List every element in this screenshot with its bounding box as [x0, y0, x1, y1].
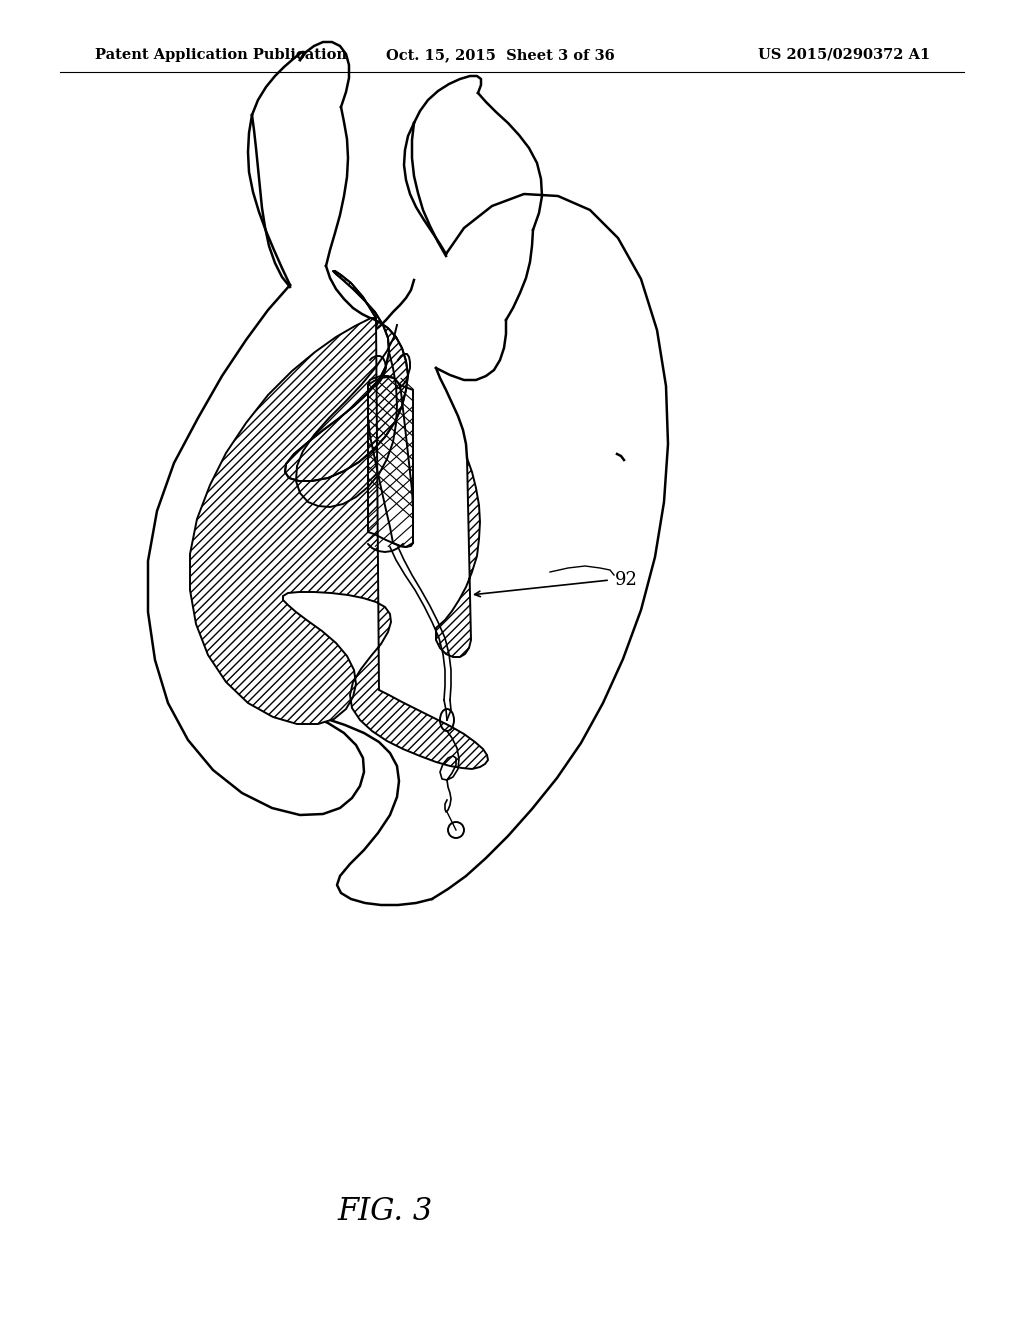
Polygon shape	[190, 271, 488, 770]
Text: Patent Application Publication: Patent Application Publication	[95, 48, 347, 62]
Text: FIG. 3: FIG. 3	[337, 1196, 432, 1228]
Text: US 2015/0290372 A1: US 2015/0290372 A1	[758, 48, 930, 62]
Text: Oct. 15, 2015  Sheet 3 of 36: Oct. 15, 2015 Sheet 3 of 36	[386, 48, 614, 62]
Text: 92: 92	[615, 572, 638, 589]
Polygon shape	[436, 458, 480, 657]
